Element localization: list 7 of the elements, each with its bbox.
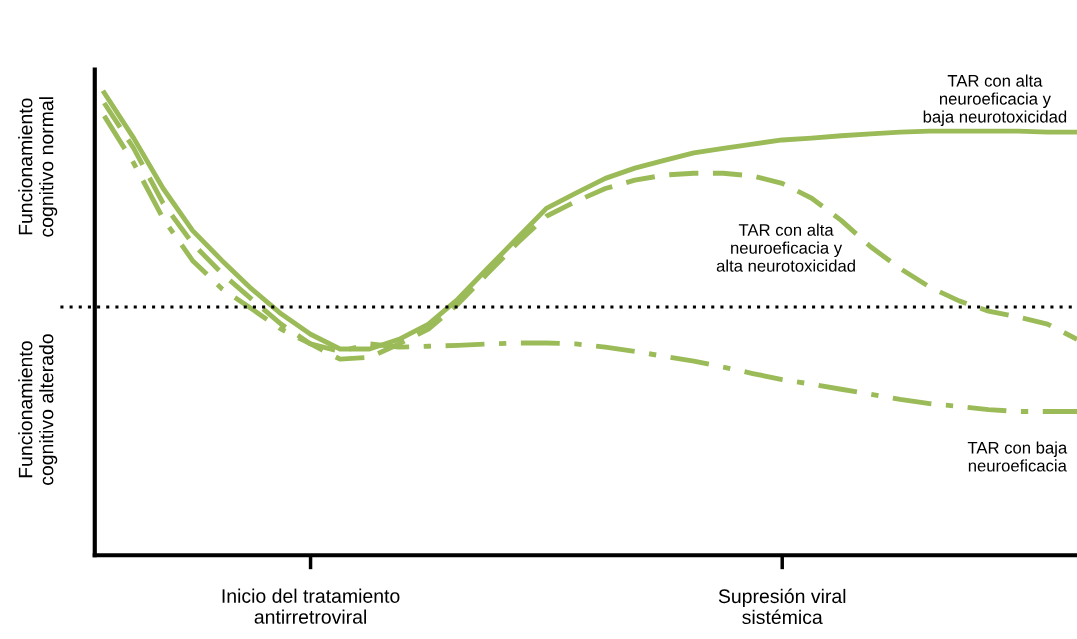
text: Funcionamiento cognitivo alterado	[18, 334, 58, 485]
series-label: TAR con alta neuroeficacia y alta neurotoxicidad	[716, 223, 855, 272]
text: Funcionamiento cognitivo normal	[18, 97, 58, 237]
series-label: TAR con alta neuroeficacia y baja neurotoxicidad	[923, 74, 1067, 126]
x-tick-label: Supresión viral sistémica	[718, 588, 846, 625]
series-label: TAR con baja neuroeficacia	[967, 441, 1068, 472]
x-tick-label: Inicio del tratamiento antirretroviral	[222, 588, 400, 624]
